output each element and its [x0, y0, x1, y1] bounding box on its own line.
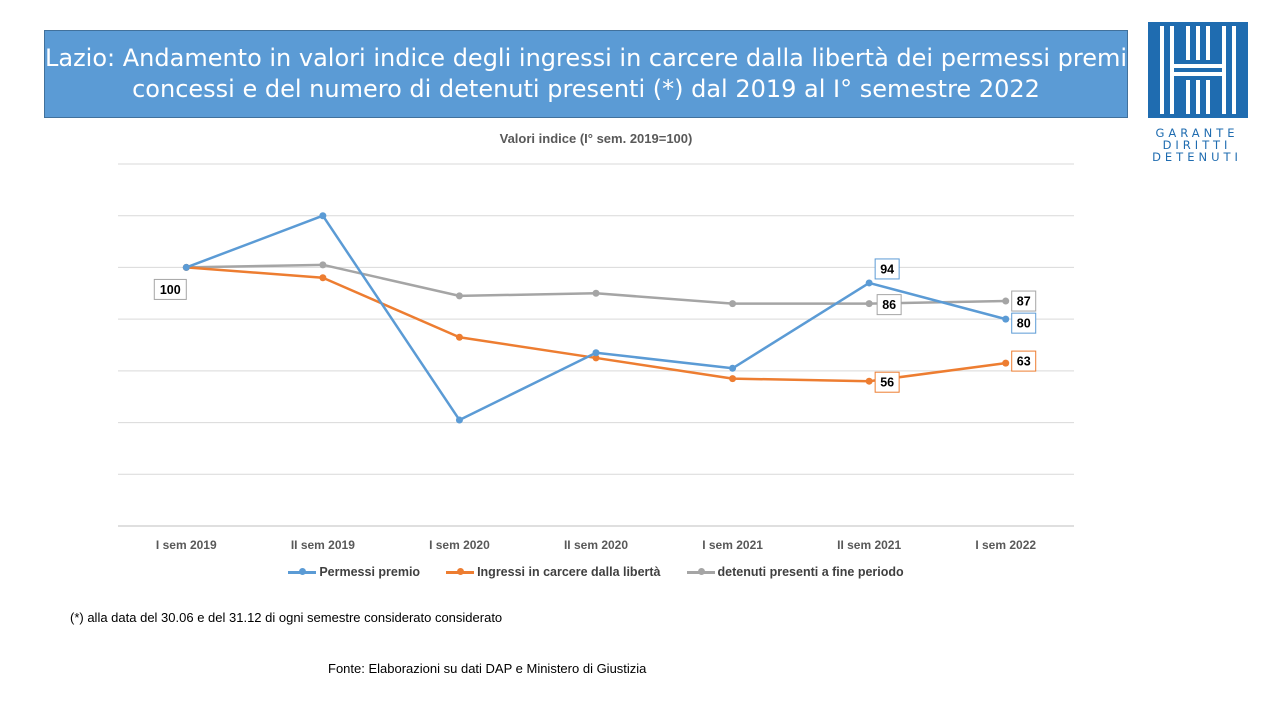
legend-label: detenuti presenti a fine periodo	[717, 565, 904, 579]
series-point	[319, 274, 327, 282]
x-tick-label: II sem 2019	[291, 538, 355, 552]
data-label-box	[874, 371, 900, 393]
series-point	[592, 289, 600, 297]
chart-data-labels: 94 80 100 56 63 86 87	[153, 258, 1037, 393]
legend-label: Ingressi in carcere dalla libertà	[477, 565, 661, 579]
legend-label: Permessi premio	[319, 565, 421, 579]
x-tick-label: I sem 2019	[156, 538, 217, 552]
title-line-1: Lazio: Andamento in valori indice degli …	[45, 44, 1128, 72]
series-point	[729, 375, 737, 383]
legend-item-0: Permessi premio	[288, 565, 420, 579]
garante-logo: GARANTE DIRITTI DETENUTI	[1145, 22, 1249, 167]
data-label-box	[1011, 312, 1037, 334]
logo-text-diritti: DIRITTI	[1162, 138, 1232, 152]
data-label: 56	[880, 376, 894, 390]
data-label: 63	[1017, 355, 1031, 369]
chart-series-points	[182, 212, 1010, 424]
footnote: (*) alla data del 30.06 e del 31.12 di o…	[70, 610, 503, 625]
data-label-box	[153, 278, 187, 300]
data-label: 80	[1017, 317, 1031, 331]
legend-swatch	[446, 568, 475, 575]
data-label-box	[1011, 350, 1037, 372]
data-label: 100	[160, 283, 181, 297]
series-point	[1002, 359, 1010, 367]
chart-legend: Permessi premio Ingressi in carcere dalla…	[0, 565, 1192, 579]
data-label: 87	[1017, 295, 1031, 309]
title-line-2: concessi e del numero di detenuti presen…	[132, 75, 1040, 103]
source-note: Fonte: Elaborazioni su dati DAP e Minist…	[328, 661, 647, 676]
series-point	[455, 333, 463, 341]
x-tick-label: I sem 2020	[429, 538, 490, 552]
x-tick-label: I sem 2022	[975, 538, 1036, 552]
series-point	[1002, 297, 1010, 305]
data-label-box	[1011, 290, 1037, 312]
series-point	[592, 349, 600, 357]
series-line-1	[186, 266, 1006, 383]
series-point	[729, 300, 737, 308]
data-label-box	[874, 258, 900, 280]
logo-text-detenuti: DETENUTI	[1152, 150, 1242, 164]
series-point	[592, 354, 600, 362]
series-point	[319, 261, 327, 269]
series-point	[455, 292, 463, 300]
chart-title-banner: Lazio: Andamento in valori indice degli …	[44, 30, 1128, 118]
series-point	[1002, 315, 1010, 323]
series-point	[865, 300, 873, 308]
series-point	[319, 212, 327, 220]
chart-subtitle: Valori indice (I° sem. 2019=100)	[499, 131, 693, 146]
data-label: 86	[882, 298, 896, 312]
prison-bars-h-icon	[1148, 22, 1248, 118]
x-tick-label: II sem 2021	[837, 538, 901, 552]
x-tick-label: I sem 2021	[702, 538, 763, 552]
chart-x-tick-labels: I sem 2019 II sem 2019 I sem 2020 II sem 20…	[156, 538, 1036, 552]
series-point	[455, 416, 463, 424]
data-label-box	[876, 294, 902, 316]
legend-item-1: Ingressi in carcere dalla libertà	[446, 565, 661, 579]
series-point	[865, 279, 873, 287]
series-point	[729, 364, 737, 372]
legend-item-2: detenuti presenti a fine periodo	[686, 565, 904, 579]
legend-swatch	[288, 568, 317, 575]
x-tick-label: II sem 2020	[564, 538, 628, 552]
series-point	[182, 263, 190, 271]
chart-gridlines	[118, 163, 1074, 527]
legend-swatch	[686, 568, 715, 575]
logo-text-garante: GARANTE	[1155, 126, 1239, 140]
series-point	[865, 377, 873, 385]
data-label: 94	[880, 262, 894, 276]
